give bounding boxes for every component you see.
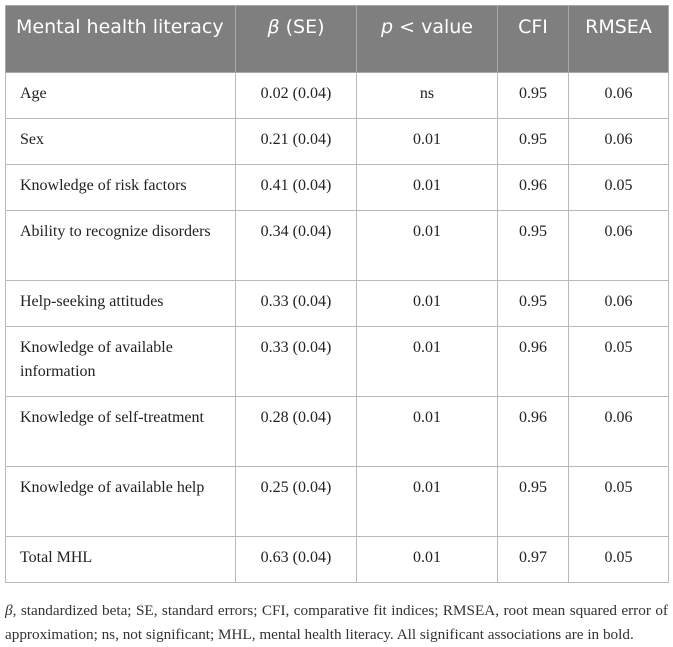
row-cfi: 0.95 — [497, 72, 569, 119]
row-beta: 0.34 (0.04) — [235, 210, 357, 281]
row-cfi: 0.97 — [497, 536, 569, 583]
row-label: Knowledge of available information — [5, 326, 236, 397]
header-cfi: CFI — [497, 5, 569, 73]
row-cfi: 0.95 — [497, 210, 569, 281]
row-label: Sex — [5, 118, 236, 165]
row-label: Knowledge of self-treatment — [5, 396, 236, 467]
table-header: Mental health literacy β (SE) p < value … — [5, 5, 669, 73]
row-p-value: 0.01 — [356, 536, 498, 583]
table-body: Age 0.02 (0.04) ns 0.95 0.06 Sex 0.21 (0… — [5, 72, 669, 583]
header-p-rest: < value — [393, 16, 473, 38]
row-beta: 0.33 (0.04) — [235, 326, 357, 397]
header-beta-se: β (SE) — [235, 5, 357, 73]
row-rmsea: 0.05 — [568, 326, 669, 397]
row-cfi: 0.96 — [497, 326, 569, 397]
row-p-value: 0.01 — [356, 466, 498, 537]
row-label: Ability to recognize disorders — [5, 210, 236, 281]
row-rmsea: 0.06 — [568, 280, 669, 327]
row-cfi: 0.95 — [497, 280, 569, 327]
row-beta: 0.28 (0.04) — [235, 396, 357, 467]
table-row: Knowledge of available help 0.25 (0.04) … — [5, 466, 669, 537]
row-rmsea: 0.06 — [568, 396, 669, 467]
results-table-container: Mental health literacy β (SE) p < value … — [5, 5, 669, 647]
row-label: Knowledge of risk factors — [5, 164, 236, 211]
results-table: Mental health literacy β (SE) p < value … — [5, 5, 669, 583]
row-p-value: 0.01 — [356, 396, 498, 467]
row-beta: 0.63 (0.04) — [235, 536, 357, 583]
row-p-value: ns — [356, 72, 498, 119]
row-p-value: 0.01 — [356, 280, 498, 327]
table-row: Knowledge of available information 0.33 … — [5, 326, 669, 397]
table-footnote: β, standardized beta; SE, standard error… — [5, 599, 668, 647]
header-p-value: p < value — [356, 5, 498, 73]
header-beta-symbol: β — [267, 16, 280, 38]
row-beta: 0.33 (0.04) — [235, 280, 357, 327]
row-cfi: 0.95 — [497, 118, 569, 165]
table-row: Total MHL 0.63 (0.04) 0.01 0.97 0.05 — [5, 536, 669, 583]
row-cfi: 0.95 — [497, 466, 569, 537]
row-rmsea: 0.05 — [568, 536, 669, 583]
table-row: Knowledge of self-treatment 0.28 (0.04) … — [5, 396, 669, 467]
header-mental-health-literacy: Mental health literacy — [5, 5, 236, 73]
row-rmsea: 0.06 — [568, 72, 669, 119]
row-beta: 0.41 (0.04) — [235, 164, 357, 211]
table-row: Knowledge of risk factors 0.41 (0.04) 0.… — [5, 164, 669, 211]
footnote-beta-symbol: β — [5, 602, 13, 619]
table-row: Ability to recognize disorders 0.34 (0.0… — [5, 210, 669, 281]
header-beta-rest: (SE) — [279, 16, 325, 38]
row-beta: 0.25 (0.04) — [235, 466, 357, 537]
row-p-value: 0.01 — [356, 326, 498, 397]
header-rmsea: RMSEA — [568, 5, 669, 73]
row-label: Age — [5, 72, 236, 119]
row-rmsea: 0.05 — [568, 164, 669, 211]
table-row: Sex 0.21 (0.04) 0.01 0.95 0.06 — [5, 118, 669, 165]
row-rmsea: 0.06 — [568, 210, 669, 281]
row-label: Knowledge of available help — [5, 466, 236, 537]
header-p-symbol: p — [381, 16, 394, 38]
row-label: Help-seeking attitudes — [5, 280, 236, 327]
row-p-value: 0.01 — [356, 118, 498, 165]
row-label: Total MHL — [5, 536, 236, 583]
row-beta: 0.02 (0.04) — [235, 72, 357, 119]
row-p-value: 0.01 — [356, 210, 498, 281]
row-rmsea: 0.06 — [568, 118, 669, 165]
row-beta: 0.21 (0.04) — [235, 118, 357, 165]
row-cfi: 0.96 — [497, 164, 569, 211]
row-rmsea: 0.05 — [568, 466, 669, 537]
table-row: Age 0.02 (0.04) ns 0.95 0.06 — [5, 72, 669, 119]
table-row: Help-seeking attitudes 0.33 (0.04) 0.01 … — [5, 280, 669, 327]
row-cfi: 0.96 — [497, 396, 569, 467]
row-p-value: 0.01 — [356, 164, 498, 211]
footnote-text: , standardized beta; SE, standard errors… — [5, 602, 668, 643]
